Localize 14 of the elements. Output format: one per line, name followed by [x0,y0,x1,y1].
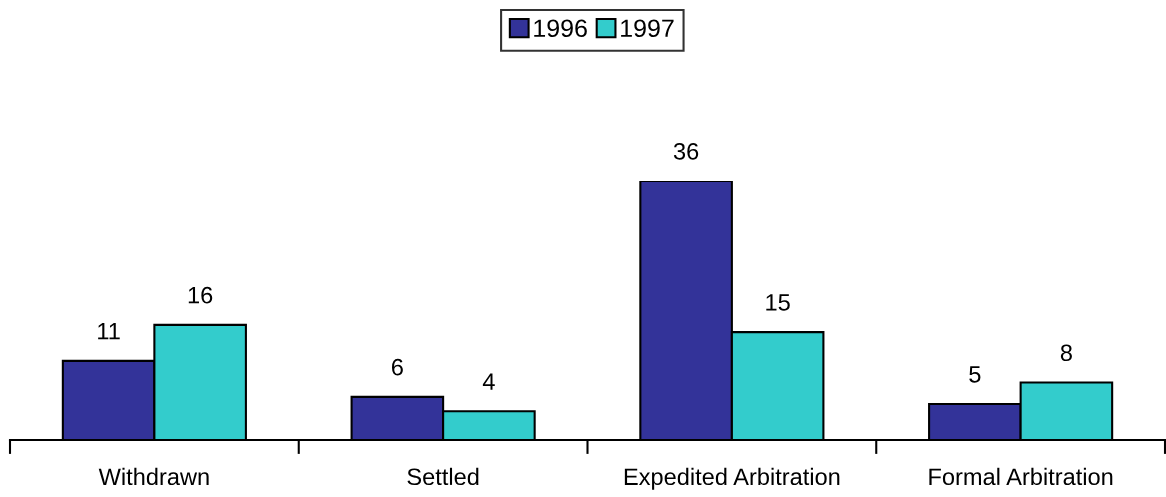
x-tick-label: Expedited Arbitration [624,467,840,490]
data-label: 8 [1060,344,1072,362]
data-label: 15 [766,294,790,311]
legend-label: 1997 [621,19,674,38]
data-label: 11 [98,323,120,340]
legend-label: 1996 [534,19,587,38]
x-tick-label: Withdrawn [98,467,209,486]
data-label: 6 [391,358,403,376]
data-label: 5 [969,366,981,383]
data-label: 16 [188,286,213,304]
x-tick-label: Settled [407,467,479,486]
data-label: 4 [482,373,495,390]
x-tick-label: Formal Arbitration [929,467,1113,486]
data-label: 36 [673,142,699,160]
